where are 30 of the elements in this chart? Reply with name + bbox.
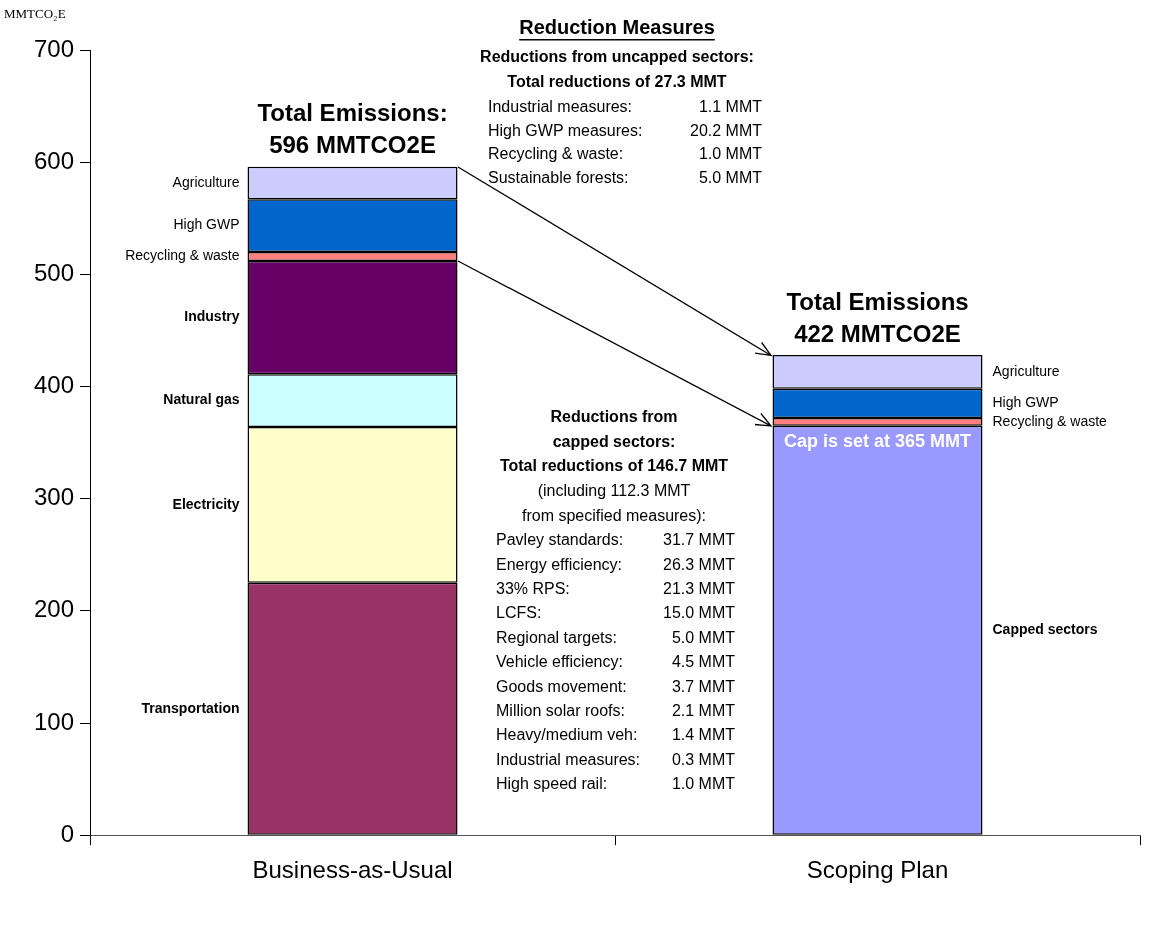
annotation: Reductions from capped sectors: Total reductions of 146.7 MMT [499,408,729,475]
text: Recycling & waste [992,412,1107,429]
series-label: High GWP [173,216,240,233]
series-label: Agriculture [172,173,240,190]
series-label: Transportation [141,699,240,716]
text: Industrial measures: 1.1 MMT High GWP measures: 20.2 MMT Recycling & waste: 1.0 MMT Sustainable forests: 5.0 MMT [488,98,762,186]
x-tick-label: Business-as-Usual [252,856,453,884]
series-label: Recycling & waste [125,247,240,264]
text: High GWP [992,394,1059,411]
y-tick-label: 300 [34,483,75,511]
annotation: Reductions from uncapped sectors: Total reductions of 27.3 MMT [480,48,754,90]
series-label: Natural gas [163,391,240,408]
annotation: Cap is set at 365 MMT [783,430,972,451]
series-label: Industry [184,308,240,325]
annotation: Total Emissions: 596 MMTCO2E [257,99,448,159]
series-label: Electricity [172,495,240,512]
annotation: Total Emissions 422 MMTCO2E [786,287,969,347]
text: Agriculture [992,362,1060,379]
y-axis-title: MMTCO₂E [4,6,66,22]
y-tick-label: 0 [60,819,75,847]
series-label: Capped sectors [992,621,1098,638]
x-tick-label: Scoping Plan [806,856,949,884]
y-tick-label: 100 [34,707,75,735]
y-tick-label: 400 [34,371,75,399]
chart-title: Reduction Measures [519,15,715,38]
text: (including 112.3 MMT from specified measures): Pavley standards: 31.7 MMT Energy efficiency: 26.3 MMT 33% RPS: 21.3 MMT LCFS: 15.0 MMT Regional targets: 5.0 MMT Vehicle efficiency: 4.5 MMT Goods movement: 3.7 MMT Million solar roofs: 2.1 MMT Heavy/medium veh: 1.4 MMT Industrial measures: 0.3 MMT High speed rail: 1.0 MMT [496,482,735,793]
y-tick-label: 500 [34,258,75,286]
y-tick-label: 700 [34,34,75,62]
y-tick-label: 600 [34,146,75,174]
y-tick-label: 200 [34,595,75,623]
